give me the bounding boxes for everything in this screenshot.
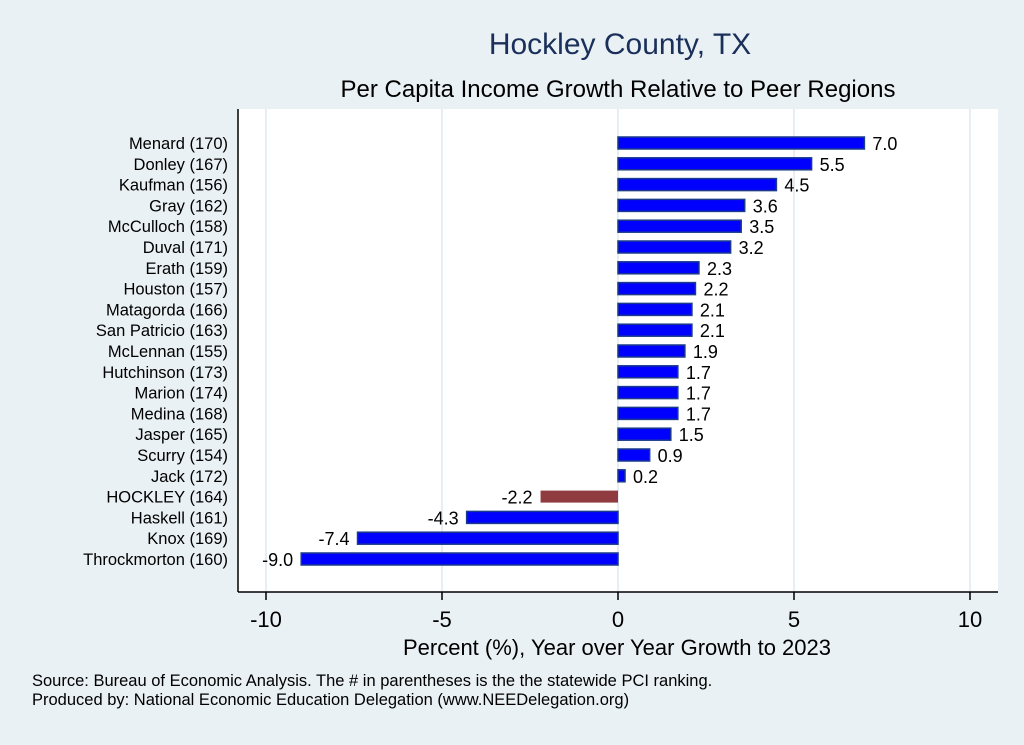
chart-subtitle: Per Capita Income Growth Relative to Pee… xyxy=(340,76,896,103)
y-tick-label: McCulloch (158) xyxy=(108,218,228,236)
source-note: Source: Bureau of Economic Analysis. The… xyxy=(32,672,713,690)
bar xyxy=(617,302,693,317)
bar xyxy=(617,219,742,233)
bar xyxy=(356,531,619,545)
y-tick-label: Gray (162) xyxy=(149,197,228,215)
value-label: 1.9 xyxy=(693,342,718,362)
y-tick-label: Erath (159) xyxy=(145,260,228,278)
y-tick-label: Hutchinson (173) xyxy=(102,364,228,382)
value-label: 2.1 xyxy=(700,300,725,320)
bar xyxy=(617,385,679,400)
produced-note: Produced by: National Economic Education… xyxy=(32,691,630,709)
y-tick-label: Matagorda (166) xyxy=(106,301,228,319)
value-label: 0.9 xyxy=(658,446,683,466)
value-label: -7.4 xyxy=(318,529,349,549)
y-tick-label: Throckmorton (160) xyxy=(83,551,228,569)
y-tick-label: Jack (172) xyxy=(151,468,228,486)
x-tick-label: 0 xyxy=(612,607,624,632)
bar xyxy=(540,490,618,503)
x-tick-label: -5 xyxy=(432,607,452,632)
value-label: 3.5 xyxy=(749,217,774,237)
y-tick-label: Houston (157) xyxy=(123,281,228,299)
value-label: 2.1 xyxy=(700,321,725,341)
bar xyxy=(465,510,619,525)
value-label: -4.3 xyxy=(428,508,459,528)
bar xyxy=(617,406,679,421)
y-tick-label: Kaufman (156) xyxy=(119,177,228,195)
bar xyxy=(617,177,778,192)
bar xyxy=(617,136,866,150)
value-label: 2.3 xyxy=(707,259,732,279)
bar xyxy=(300,552,619,566)
bar xyxy=(617,261,700,275)
value-label: 1.7 xyxy=(686,384,711,404)
value-label: 4.5 xyxy=(784,176,809,196)
value-label: 2.2 xyxy=(703,280,728,300)
value-label: 3.6 xyxy=(753,196,778,216)
value-label: 1.7 xyxy=(686,363,711,383)
y-tick-label: Donley (167) xyxy=(134,156,228,174)
bar xyxy=(617,365,679,379)
bar xyxy=(617,427,672,441)
bar xyxy=(617,157,813,171)
value-label: -2.2 xyxy=(502,488,533,508)
x-tick-label: -10 xyxy=(250,607,282,632)
value-label: 7.0 xyxy=(872,134,897,154)
y-tick-label: Scurry (154) xyxy=(137,447,228,465)
bar xyxy=(617,281,697,296)
x-tick-label: 10 xyxy=(958,607,982,632)
bar xyxy=(617,240,732,254)
bar xyxy=(617,198,746,213)
y-tick-label: Menard (170) xyxy=(129,135,228,153)
y-tick-label: HOCKLEY (164) xyxy=(106,489,228,507)
bar xyxy=(617,469,626,483)
bar xyxy=(617,448,651,462)
x-axis-label: Percent (%), Year over Year Growth to 20… xyxy=(403,635,831,660)
y-tick-label: McLennan (155) xyxy=(108,343,228,361)
value-label: 0.2 xyxy=(633,467,658,487)
y-tick-label: Duval (171) xyxy=(143,239,228,257)
value-label: 1.5 xyxy=(679,425,704,445)
value-label: -9.0 xyxy=(262,550,293,570)
y-tick-label: Jasper (165) xyxy=(135,426,228,444)
y-tick-label: San Patricio (163) xyxy=(96,322,228,340)
bar xyxy=(617,344,686,358)
value-label: 5.5 xyxy=(820,155,845,175)
chart-title: Hockley County, TX xyxy=(488,28,752,61)
y-tick-label: Knox (169) xyxy=(147,530,228,548)
y-tick-label: Haskell (161) xyxy=(131,509,228,527)
value-label: 3.2 xyxy=(739,238,764,258)
y-tick-label: Marion (174) xyxy=(134,385,228,403)
y-tick-label: Medina (168) xyxy=(131,405,228,423)
bar xyxy=(617,323,693,337)
x-tick-label: 5 xyxy=(788,607,800,632)
value-label: 1.7 xyxy=(686,404,711,424)
